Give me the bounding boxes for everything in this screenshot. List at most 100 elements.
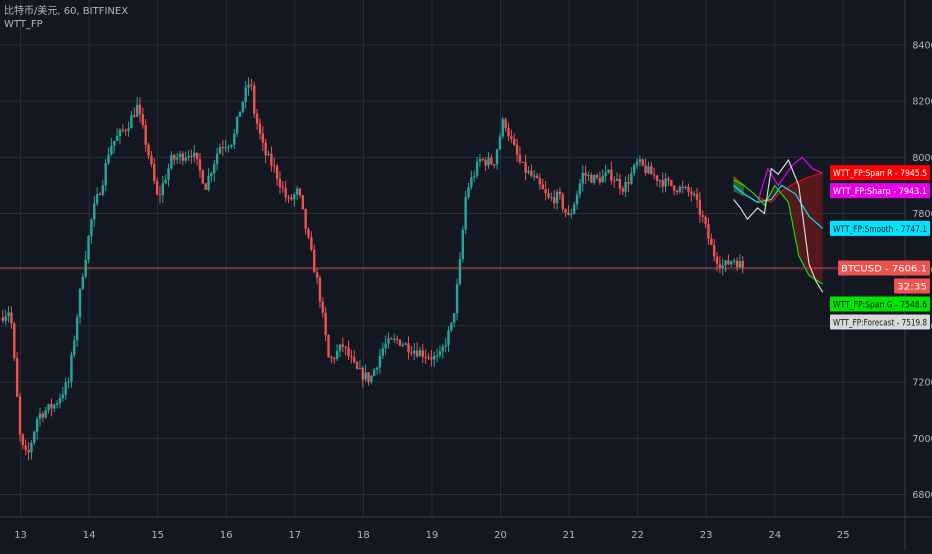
candle-body xyxy=(647,166,650,174)
candle-body xyxy=(150,155,153,165)
candle-body xyxy=(701,215,704,217)
candle-body xyxy=(198,159,202,171)
x-tick-label: 20 xyxy=(494,530,507,541)
candle-body xyxy=(158,194,162,196)
candle-body xyxy=(567,212,570,215)
candle xyxy=(647,161,650,175)
indicator-title[interactable]: WTT_FP xyxy=(4,19,43,30)
candle xyxy=(13,321,16,362)
time-axis[interactable]: 13 14 15 16 17 18 19 20 21 22 23 24 25 xyxy=(0,516,932,541)
candle-body xyxy=(201,170,205,184)
candle xyxy=(421,343,424,364)
candle xyxy=(561,192,564,213)
price-label-box xyxy=(830,314,930,330)
candle xyxy=(395,335,399,344)
candle xyxy=(433,351,436,367)
candle xyxy=(350,349,353,364)
price-labels: WTT_FP:Span R - 7945.5 WTT_FP:Sharp - 794… xyxy=(830,165,930,330)
candle xyxy=(270,146,273,172)
candle-body xyxy=(87,236,90,260)
candle-body xyxy=(61,394,65,399)
candle-body xyxy=(533,175,536,177)
candle-body xyxy=(681,186,684,188)
candle xyxy=(10,306,13,329)
candle xyxy=(18,392,22,443)
candle xyxy=(58,393,62,409)
candle xyxy=(30,440,33,460)
candle xyxy=(235,116,239,138)
candle xyxy=(552,189,556,209)
candle xyxy=(315,267,319,285)
candle-body xyxy=(570,213,573,215)
candle-body xyxy=(27,449,30,453)
candle xyxy=(375,366,379,376)
candle xyxy=(718,255,722,274)
candle xyxy=(650,162,653,175)
candle xyxy=(527,166,530,175)
candle-body xyxy=(687,186,690,192)
candle xyxy=(727,254,730,266)
x-tick-label: 25 xyxy=(837,530,850,541)
candle-body xyxy=(127,128,130,131)
candle xyxy=(44,406,47,420)
candle xyxy=(287,195,290,204)
candle xyxy=(567,205,570,216)
candle-body xyxy=(241,101,245,112)
candle-body xyxy=(535,175,539,179)
candle xyxy=(447,326,450,352)
candle xyxy=(692,190,696,198)
y-tick-label: 8000.0 xyxy=(912,153,932,164)
candle xyxy=(435,348,439,363)
candle xyxy=(670,180,673,187)
candle xyxy=(450,322,453,333)
candle-body xyxy=(307,228,310,238)
candle-body xyxy=(384,343,387,349)
candle xyxy=(107,147,110,166)
candle-body xyxy=(698,199,702,216)
candle-body xyxy=(218,147,222,154)
candle-body xyxy=(313,249,316,273)
candle-body xyxy=(624,182,627,192)
candle xyxy=(301,195,305,210)
candle xyxy=(81,273,85,291)
candle-body xyxy=(612,180,616,182)
price-label: WTT_FP:Smooth - 7747.1 xyxy=(830,220,930,236)
price-label-text: WTT_FP:Span R - 7945.5 xyxy=(833,169,927,179)
candle-body xyxy=(361,367,364,380)
candle-body xyxy=(538,178,542,185)
candle-body xyxy=(515,144,519,155)
candle-body xyxy=(267,153,270,156)
candle xyxy=(73,335,76,358)
candle-body xyxy=(404,343,407,345)
candle-body xyxy=(710,238,713,246)
candle-body xyxy=(193,152,196,157)
candle-body xyxy=(398,339,402,346)
candle-body xyxy=(615,178,619,181)
candle xyxy=(273,157,276,173)
candle-body xyxy=(718,263,722,268)
x-tick-label: 21 xyxy=(563,530,576,541)
candle-body xyxy=(630,173,633,184)
candle-body xyxy=(381,348,384,356)
candle xyxy=(513,133,516,146)
candle-body xyxy=(461,229,464,260)
candle-body xyxy=(695,194,699,200)
candle-body xyxy=(732,260,736,262)
candle xyxy=(367,372,370,386)
candle-body xyxy=(555,191,559,204)
candle xyxy=(618,173,622,195)
candle-body xyxy=(355,362,359,369)
candle xyxy=(630,167,633,186)
candle-body xyxy=(650,166,653,175)
candle xyxy=(324,306,327,342)
candle-body xyxy=(441,346,444,352)
candle-body xyxy=(341,344,345,347)
candle-body xyxy=(224,147,227,149)
candle xyxy=(401,341,404,348)
candle-body xyxy=(473,175,476,178)
candle xyxy=(638,155,642,167)
candle-body xyxy=(407,343,410,353)
candle xyxy=(404,342,407,346)
